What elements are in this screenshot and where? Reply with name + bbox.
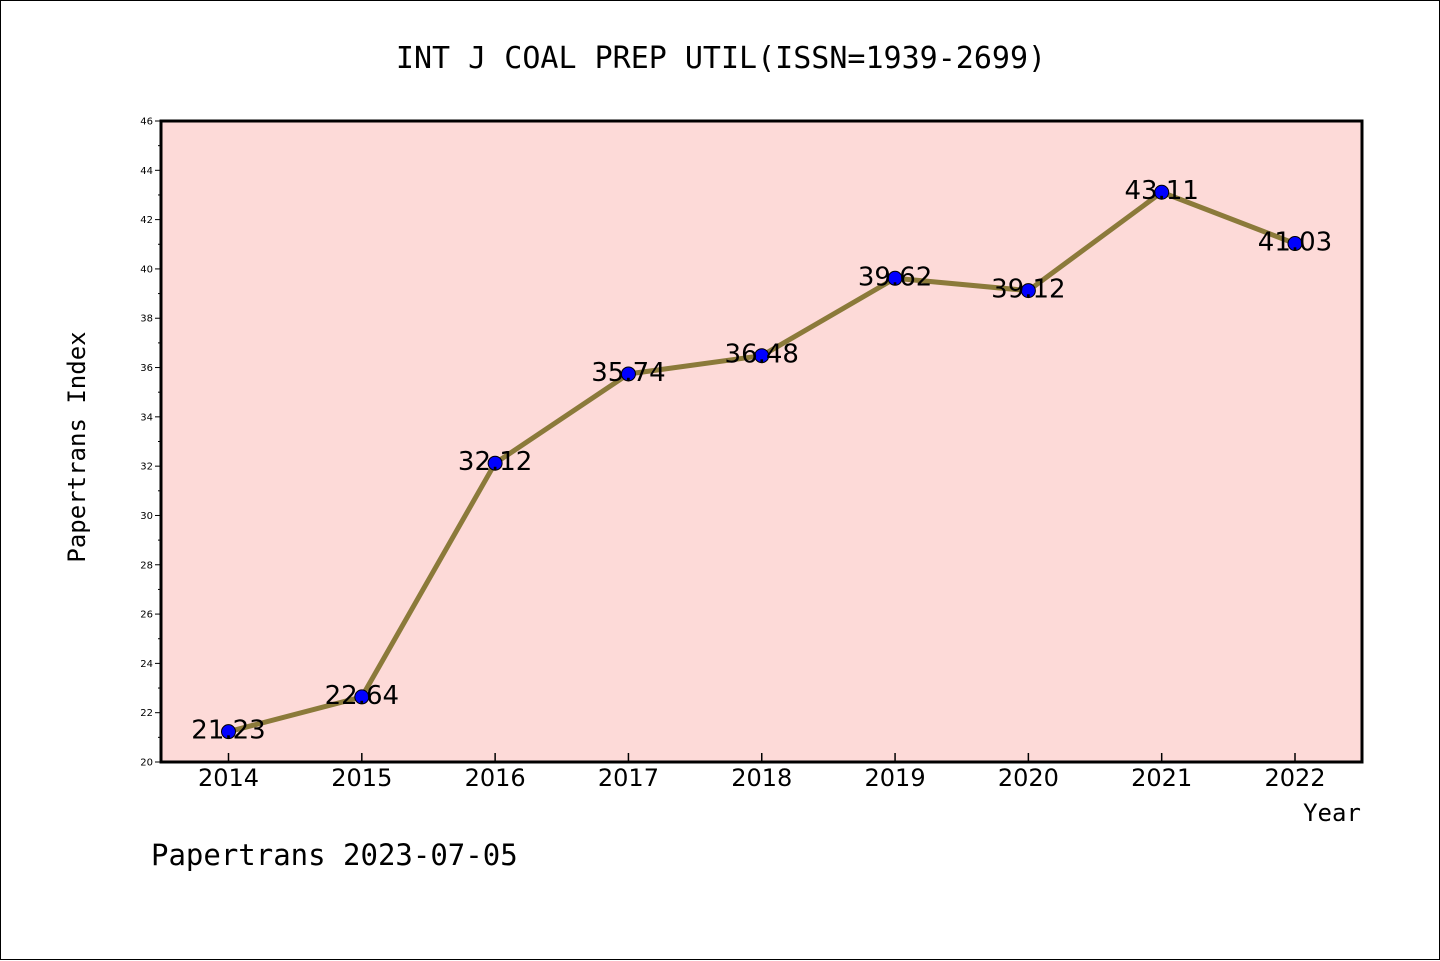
data-point <box>1020 283 1036 299</box>
series-layer: 21.23 22.64 32.12 35.74 36.48 39.62 39.12 43.11… <box>191 176 1332 745</box>
y-tick-label: 44 <box>140 166 153 177</box>
x-tick-label: 2021 <box>1131 764 1192 792</box>
data-label: 43.11 <box>1124 176 1198 206</box>
footer-text: Papertrans 2023-07-05 <box>151 838 518 872</box>
x-tick-label: 2019 <box>865 764 926 792</box>
data-point <box>354 689 370 705</box>
y-tick-label: 30 <box>140 511 153 522</box>
x-axis: 2014 2015 2016 2017 2018 2019 2020 2021 2022 <box>198 753 1326 792</box>
y-tick-label: 46 <box>140 117 153 128</box>
data-label: 39.62 <box>858 262 932 292</box>
data-point <box>620 366 636 382</box>
data-point <box>887 270 903 286</box>
y-tick-label: 32 <box>140 462 153 473</box>
x-tick-label: 2016 <box>465 764 526 792</box>
y-tick-label: 42 <box>140 215 153 226</box>
y-tick-label: 26 <box>140 610 153 621</box>
x-tick-label: 2022 <box>1264 764 1325 792</box>
data-label: 36.48 <box>725 340 799 370</box>
x-tick-label: 2014 <box>198 764 259 792</box>
y-tick-label: 38 <box>140 314 153 325</box>
y-tick-label: 36 <box>140 363 153 374</box>
data-point <box>487 455 503 471</box>
y-tick-label: 22 <box>140 708 153 719</box>
plot-area <box>159 119 1364 764</box>
y-tick-label: 28 <box>140 560 153 571</box>
y-tick-label: 40 <box>140 264 153 275</box>
data-point <box>1154 184 1170 200</box>
data-point <box>754 348 770 364</box>
y-tick-label: 24 <box>140 659 153 670</box>
data-label: 35.74 <box>591 358 665 388</box>
y-tick-label: 20 <box>140 758 153 769</box>
data-label: 22.64 <box>325 681 399 711</box>
y-tick-label: 34 <box>140 412 153 423</box>
x-tick-label: 2017 <box>598 764 659 792</box>
x-tick-label: 2018 <box>731 764 792 792</box>
data-label: 32.12 <box>458 447 532 477</box>
data-label: 39.12 <box>991 275 1065 305</box>
x-tick-label: 2015 <box>331 764 392 792</box>
data-point <box>221 724 236 740</box>
y-axis-label: Papertrans Index <box>63 331 91 562</box>
y-axis: 20 22 24 26 28 30 32 34 36 38 40 42 44 46 <box>140 117 161 769</box>
x-tick-label: 2020 <box>998 764 1059 792</box>
data-point <box>1287 236 1303 252</box>
data-label: 21.23 <box>191 716 265 746</box>
chart-title: INT J COAL PREP UTIL(ISSN=1939-2699) <box>396 41 1046 76</box>
data-label: 41.03 <box>1258 228 1332 258</box>
x-axis-label: Year <box>1303 799 1361 827</box>
